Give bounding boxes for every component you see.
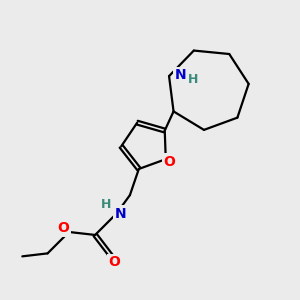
Text: N: N: [114, 207, 126, 220]
Text: O: O: [109, 255, 120, 269]
Text: H: H: [188, 74, 198, 86]
Text: H: H: [101, 197, 111, 211]
Text: O: O: [164, 154, 175, 169]
Text: O: O: [58, 221, 70, 236]
Text: N: N: [175, 68, 186, 82]
